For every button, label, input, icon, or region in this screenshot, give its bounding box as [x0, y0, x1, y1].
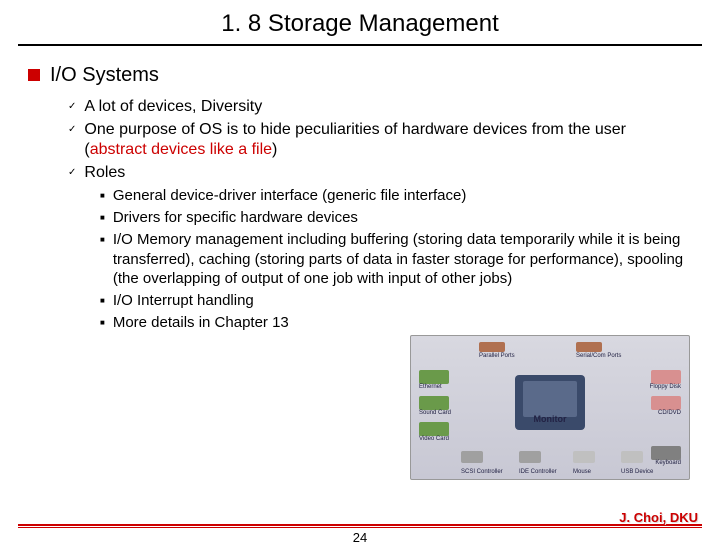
bullet-l3: ■ I/O Memory management including buffer…: [100, 230, 692, 288]
divider-icon: [18, 524, 702, 526]
peripheral-icon: [419, 422, 449, 436]
peripheral-icon: [651, 396, 681, 410]
bullet-l2: ✓ One purpose of OS is to hide peculiari…: [68, 120, 692, 160]
bullet-text: One purpose of OS is to hide peculiariti…: [84, 120, 692, 160]
bullet-text: A lot of devices, Diversity: [84, 97, 262, 117]
peripheral-icon: [419, 370, 449, 384]
io-devices-diagram: Monitor Ethernet Sound Card Video Card Flop…: [410, 335, 690, 480]
check-icon: ✓: [68, 101, 76, 112]
peripheral-label: CD/DVD: [658, 410, 681, 416]
check-icon: ✓: [68, 167, 76, 178]
content-area: I/O Systems ✓ A lot of devices, Diversit…: [0, 46, 720, 332]
peripheral-label: Parallel Ports: [479, 353, 515, 359]
bullet-l3: ■ General device-driver interface (gener…: [100, 186, 692, 205]
bullet-l3: ■ More details in Chapter 13: [100, 313, 692, 332]
peripheral-icon: [419, 396, 449, 410]
peripheral-icon: [651, 446, 681, 460]
bullet-text: Roles: [84, 163, 125, 183]
square-icon: ■: [100, 296, 105, 305]
peripheral-label: Mouse: [573, 469, 591, 475]
peripheral-icon: [576, 342, 602, 352]
slide-title: 1. 8 Storage Management: [18, 0, 702, 46]
bullet-l2: ✓ A lot of devices, Diversity: [68, 97, 692, 117]
square-icon: ■: [100, 235, 105, 244]
peripheral-label: Keyboard: [655, 460, 681, 466]
check-icon: ✓: [68, 124, 76, 135]
bullet-text: I/O Interrupt handling: [113, 291, 254, 310]
square-icon: ■: [100, 318, 105, 327]
text-part: ): [272, 141, 277, 158]
monitor-label: Monitor: [534, 414, 567, 424]
bullet-text: I/O Memory management including bufferin…: [113, 230, 692, 288]
peripheral-label: Video Card: [419, 436, 449, 442]
highlight-text: abstract devices like a file: [90, 141, 272, 158]
section-heading: I/O Systems: [28, 64, 692, 87]
square-icon: ■: [100, 191, 105, 200]
section-text: I/O Systems: [50, 64, 159, 87]
peripheral-label: Floppy Disk: [650, 384, 681, 390]
peripheral-icon: [479, 342, 505, 352]
peripheral-icon: [573, 451, 595, 463]
bullet-text: General device-driver interface (generic…: [113, 186, 467, 205]
divider-icon: [18, 527, 702, 528]
peripheral-icon: [519, 451, 541, 463]
bullet-text: More details in Chapter 13: [113, 313, 289, 332]
square-bullet-icon: [28, 69, 40, 81]
bullet-l3: ■ Drivers for specific hardware devices: [100, 208, 692, 227]
bullet-l3: ■ I/O Interrupt handling: [100, 291, 692, 310]
peripheral-label: Ethernet: [419, 384, 442, 390]
peripheral-icon: [621, 451, 643, 463]
peripheral-icon: [651, 370, 681, 384]
peripheral-icon: [461, 451, 483, 463]
author-label: J. Choi, DKU: [619, 510, 698, 525]
footer: J. Choi, DKU 24: [0, 524, 720, 528]
square-icon: ■: [100, 213, 105, 222]
peripheral-label: Sound Card: [419, 410, 451, 416]
bullet-l2: ✓ Roles: [68, 163, 692, 183]
peripheral-label: SCSI Controller: [461, 469, 503, 475]
peripheral-label: USB Device: [621, 469, 653, 475]
bullet-text: Drivers for specific hardware devices: [113, 208, 358, 227]
page-number: 24: [353, 530, 367, 545]
peripheral-label: IDE Controller: [519, 469, 557, 475]
monitor-screen: [523, 381, 577, 417]
peripheral-label: Serial/Com Ports: [576, 353, 621, 359]
